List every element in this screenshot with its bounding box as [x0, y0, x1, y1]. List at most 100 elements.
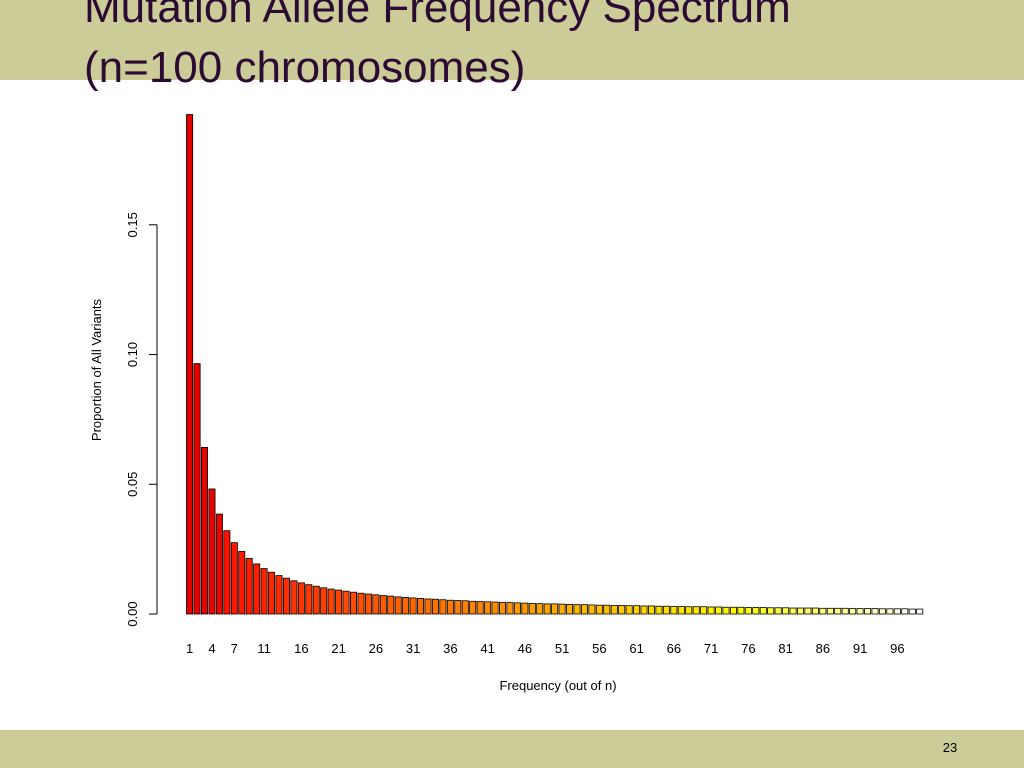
- bar: [305, 584, 313, 615]
- x-tick-label: 21: [331, 641, 345, 656]
- x-axis-label: Frequency (out of n): [499, 678, 616, 693]
- bar: [394, 596, 402, 615]
- x-tick-label: 26: [369, 641, 383, 656]
- bar: [484, 601, 492, 615]
- bar: [230, 542, 238, 615]
- bar: [498, 601, 506, 615]
- bar: [275, 575, 283, 615]
- x-tick-label: 31: [406, 641, 420, 656]
- bar: [782, 607, 790, 615]
- x-tick-label: 66: [667, 641, 681, 656]
- slide-title-line-2: (n=100 chromosomes): [84, 43, 526, 92]
- bar: [536, 603, 544, 615]
- bar: [819, 607, 827, 615]
- bar: [282, 577, 290, 615]
- bar: [648, 605, 656, 615]
- bar: [856, 608, 864, 615]
- bar: [834, 607, 842, 615]
- bar: [215, 513, 223, 615]
- bar: [618, 605, 626, 615]
- slide-title-line-1: Mutation Allele Frequency Spectrum: [84, 0, 791, 32]
- bar: [454, 600, 462, 615]
- bar: [588, 604, 596, 615]
- bar: [446, 599, 454, 615]
- bar: [878, 608, 886, 615]
- bar: [707, 606, 715, 615]
- bar: [625, 605, 633, 615]
- x-tick-label: 96: [890, 641, 904, 656]
- bar: [186, 114, 194, 615]
- bar: [349, 591, 357, 615]
- bar: [841, 607, 849, 615]
- bar: [655, 605, 663, 615]
- footer-band: [0, 730, 1024, 768]
- bar: [558, 603, 566, 615]
- bar: [320, 587, 328, 615]
- bar: [253, 563, 261, 615]
- bar: [700, 606, 708, 615]
- slide-title: Mutation Allele Frequency Spectrum (n=10…: [84, 0, 984, 98]
- bar: [402, 596, 410, 615]
- bar: [849, 608, 857, 615]
- bar: [692, 606, 700, 615]
- bar: [506, 602, 514, 615]
- x-tick-label: 71: [704, 641, 718, 656]
- bar: [327, 588, 335, 615]
- bar: [752, 607, 760, 615]
- bar: [469, 600, 477, 615]
- bar: [811, 607, 819, 615]
- bar: [908, 608, 916, 615]
- bar: [797, 607, 805, 615]
- y-tick-label: 0.05: [125, 472, 140, 497]
- y-tick-label: 0.15: [125, 212, 140, 237]
- bar: [871, 608, 879, 615]
- bar: [290, 580, 298, 615]
- bar: [603, 604, 611, 615]
- x-tick-label: 86: [816, 641, 830, 656]
- bar: [633, 605, 641, 615]
- bar: [573, 604, 581, 615]
- bar: [245, 558, 253, 615]
- title-band: [0, 0, 1024, 80]
- y-tick-label: 0.00: [125, 601, 140, 626]
- bar: [208, 488, 216, 615]
- bar: [580, 604, 588, 615]
- bar: [238, 551, 246, 615]
- bars: [186, 114, 924, 615]
- x-axis: 1 4 7 11 16 21 26 31 36 41 46 51 56 61 66 71 76 81 86 91 96: [186, 641, 905, 656]
- x-tick-label: 46: [518, 641, 532, 656]
- bar: [662, 605, 670, 615]
- bar: [335, 589, 343, 615]
- bar: [804, 607, 812, 615]
- bar: [513, 602, 521, 615]
- bar: [737, 606, 745, 615]
- bar: [491, 601, 499, 615]
- bar: [417, 598, 425, 615]
- bar: [722, 606, 730, 615]
- bar: [901, 608, 909, 615]
- bar: [379, 595, 387, 615]
- bar: [461, 600, 469, 615]
- bar: [297, 582, 305, 615]
- bar: [223, 530, 231, 615]
- bar: [767, 607, 775, 615]
- x-tick-label: 51: [555, 641, 569, 656]
- bar: [759, 607, 767, 615]
- y-axis-label: Proportion of All Variants: [89, 298, 104, 441]
- bar: [409, 597, 417, 615]
- bar: [521, 602, 529, 615]
- bar: [789, 607, 797, 615]
- x-tick-label: 36: [443, 641, 457, 656]
- bar: [677, 606, 685, 615]
- bar: [439, 599, 447, 615]
- x-tick-label: 11: [257, 641, 271, 656]
- x-tick-label: 4: [208, 641, 215, 656]
- bar: [431, 598, 439, 615]
- bar: [729, 606, 737, 615]
- x-tick-label: 76: [741, 641, 755, 656]
- bar: [715, 606, 723, 615]
- bar: [476, 601, 484, 615]
- bar: [551, 603, 559, 615]
- bar: [312, 585, 320, 615]
